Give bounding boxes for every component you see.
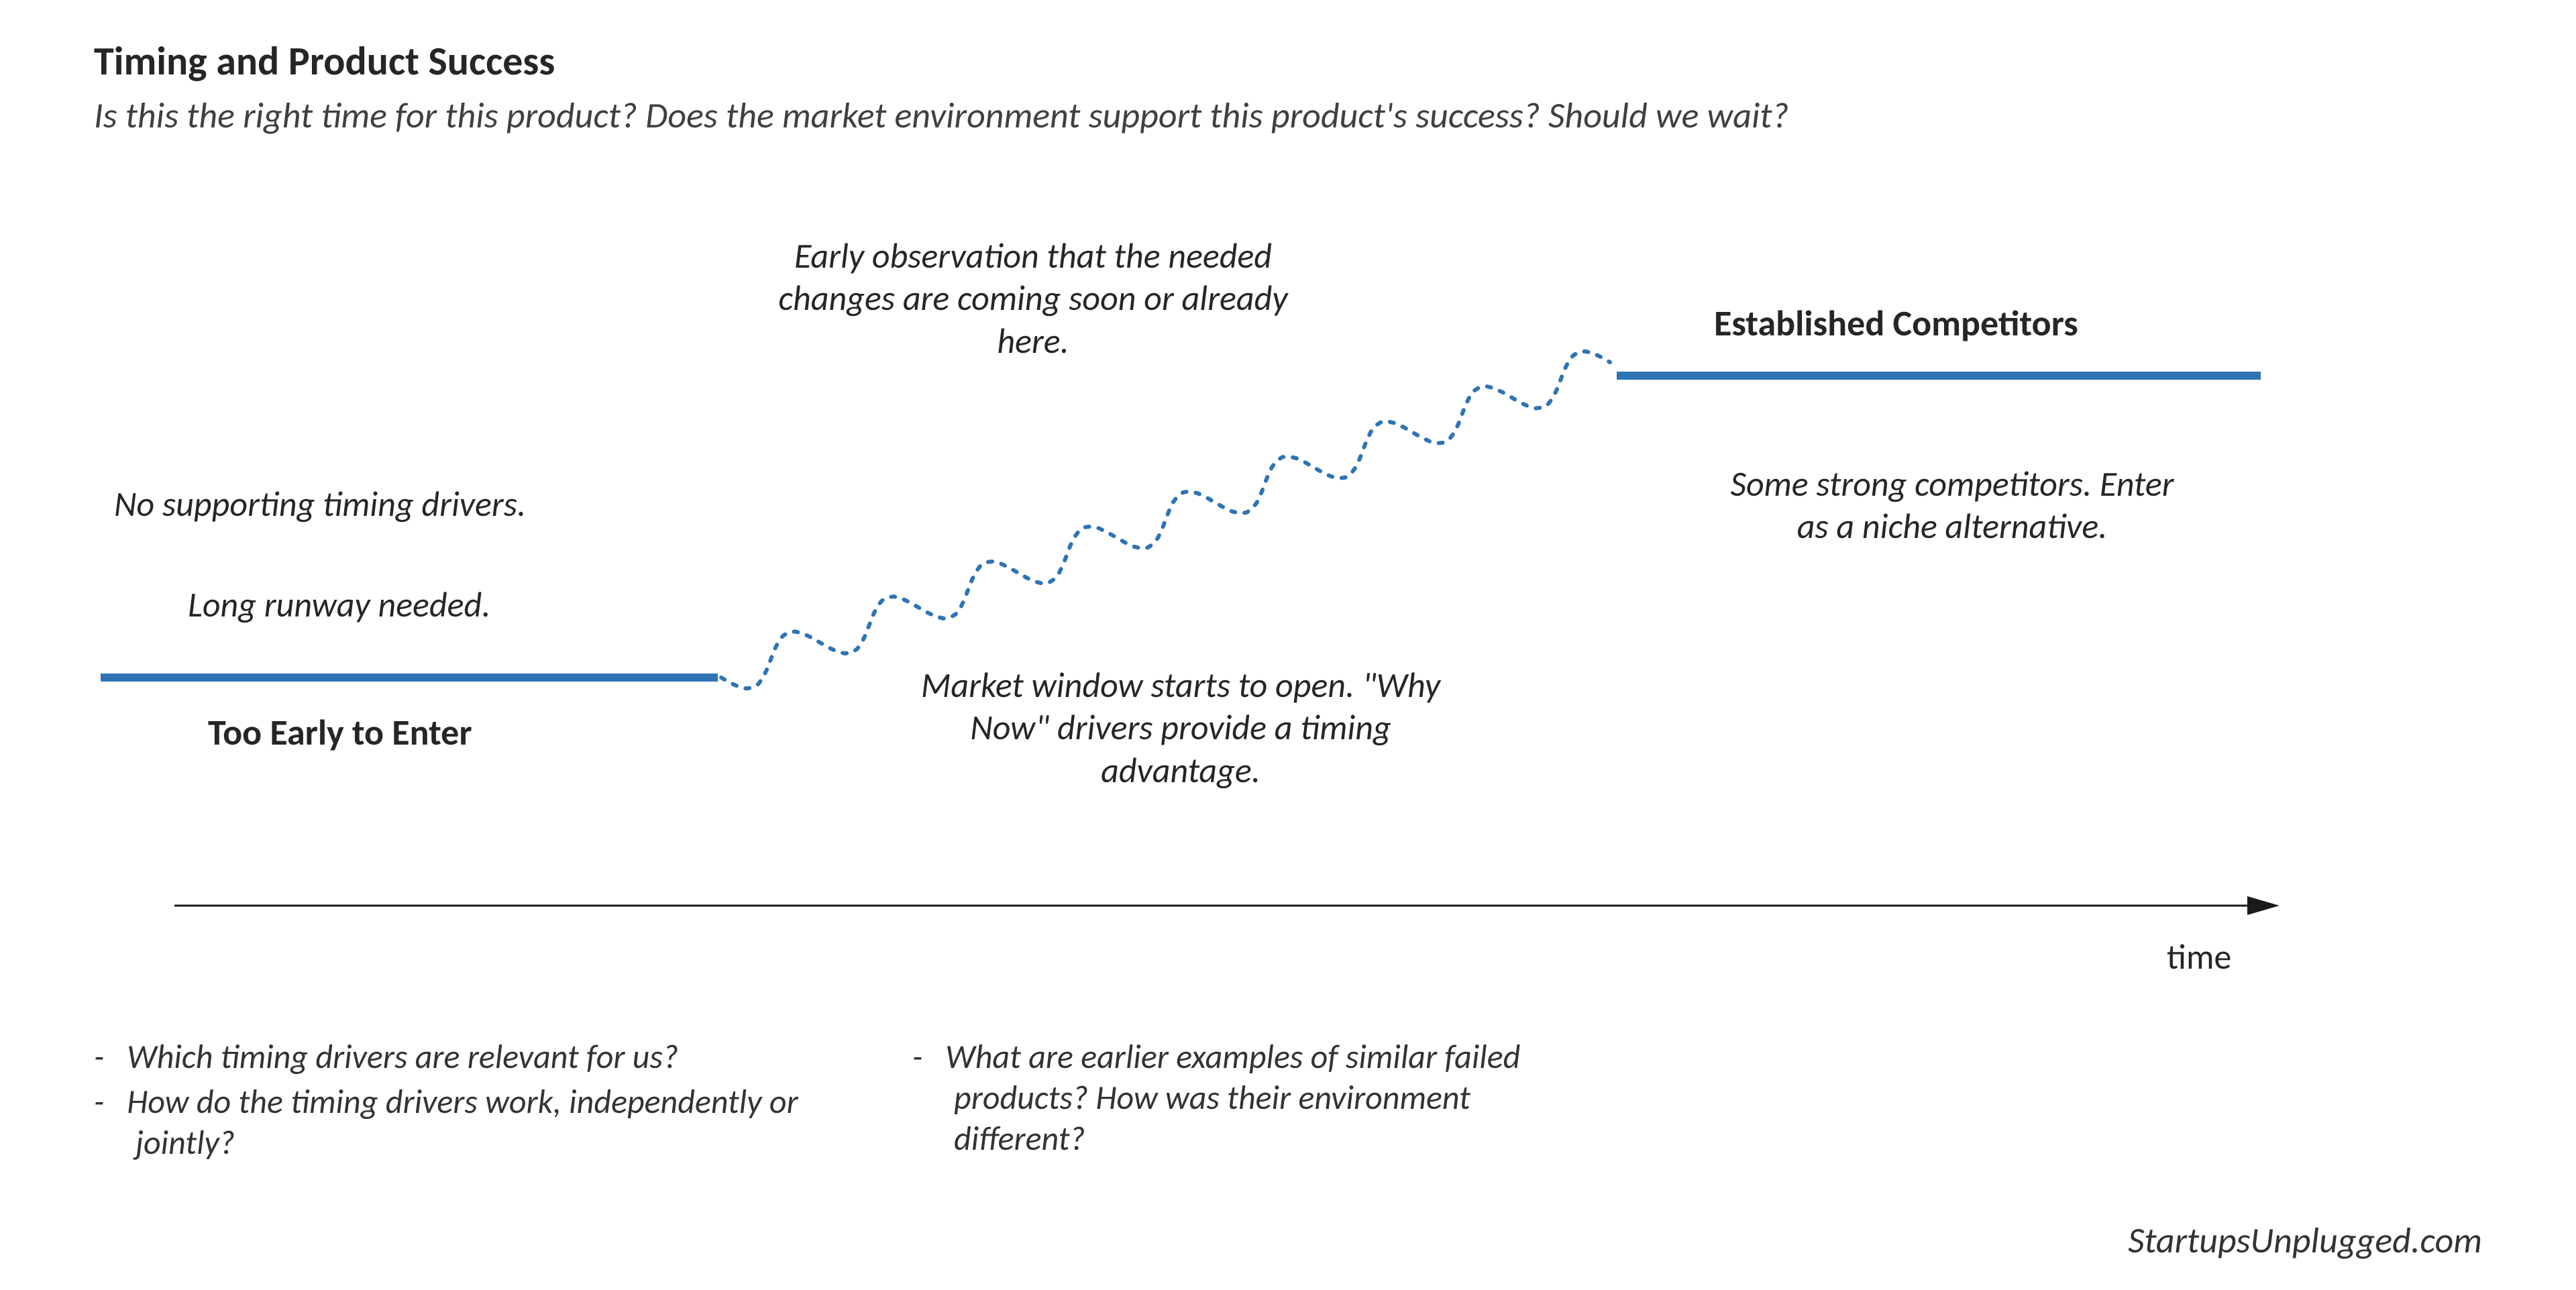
questions-left: - Which timing drivers are relevant for … xyxy=(94,1036,872,1163)
footer-attribution: StartupsUnplugged.com xyxy=(2128,1219,2482,1263)
diagram-canvas: Timing and Product Success Is this the r… xyxy=(0,0,2576,1290)
too-early-desc-2: Long runway needed. xyxy=(188,584,490,626)
question-item: - How do the timing drivers work, indepe… xyxy=(94,1081,872,1163)
question-item: - Which timing drivers are relevant for … xyxy=(94,1036,872,1077)
time-axis-arrowhead xyxy=(2247,896,2279,915)
questions-right: - What are earlier examples of similar f… xyxy=(912,1036,1583,1159)
too-early-label: Too Early to Enter xyxy=(208,711,472,755)
too-early-desc-1: No supporting timing drivers. xyxy=(114,483,526,525)
middle-upper-text: Early observation that the needed change… xyxy=(758,235,1308,362)
question-item: - What are earlier examples of similar f… xyxy=(912,1036,1583,1159)
page-title: Timing and Product Success xyxy=(94,37,555,86)
established-label: Established Competitors xyxy=(1714,302,2078,346)
established-desc: Some strong competitors. Enter as a nich… xyxy=(1724,463,2180,548)
page-subtitle: Is this the right time for this product?… xyxy=(94,94,2509,138)
transition-wobble xyxy=(721,352,1610,689)
time-axis-label: time xyxy=(2167,936,2231,978)
middle-lower-text: Market window starts to open. "Why Now" … xyxy=(906,664,1456,792)
